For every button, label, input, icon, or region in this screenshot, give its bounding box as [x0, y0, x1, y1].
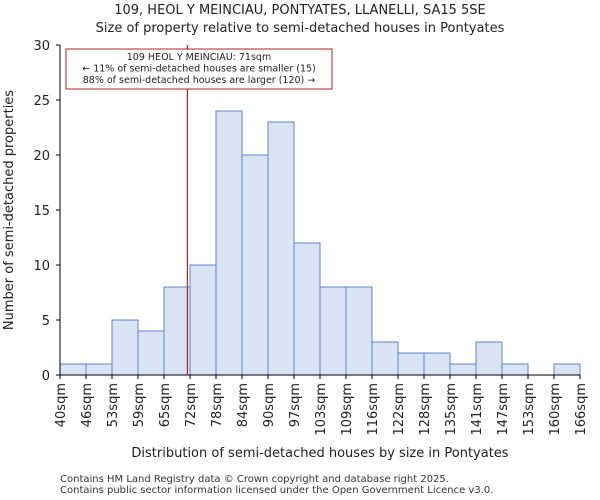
- x-tick-label: 72sqm: [184, 383, 199, 427]
- x-tick-label: 59sqm: [132, 383, 147, 427]
- histogram-bar: [553, 363, 581, 376]
- histogram-bar: [215, 110, 243, 376]
- histogram-bar: [371, 341, 399, 376]
- y-axis-label: Number of semi-detached properties: [2, 90, 17, 330]
- histogram-bar: [501, 363, 529, 376]
- x-tick-label: 116sqm: [366, 383, 381, 436]
- x-tick-label: 90sqm: [262, 383, 277, 427]
- x-tick-label: 40sqm: [54, 383, 69, 427]
- y-tick-label: 20: [33, 149, 50, 164]
- histogram-bar: [241, 154, 269, 376]
- histogram-bar: [59, 363, 87, 376]
- histogram-bar: [475, 341, 503, 376]
- footer-attribution-1: Contains HM Land Registry data © Crown c…: [60, 474, 449, 485]
- x-tick-label: 65sqm: [158, 383, 173, 427]
- y-tick-label: 5: [42, 314, 50, 329]
- y-tick-label: 15: [33, 204, 50, 219]
- x-tick-label: 97sqm: [288, 383, 303, 427]
- x-tick-label: 128sqm: [418, 383, 433, 436]
- histogram-bar: [267, 121, 295, 376]
- y-tick-label: 10: [33, 259, 50, 274]
- annotation-text: 88% of semi-detached houses are larger (…: [83, 75, 316, 86]
- y-tick-label: 0: [42, 369, 50, 384]
- x-tick-label: 160sqm: [548, 383, 563, 436]
- x-tick-label: 109sqm: [340, 383, 355, 436]
- histogram-bar: [189, 264, 217, 376]
- histogram-bar: [397, 352, 425, 376]
- x-tick-label: 147sqm: [496, 383, 511, 436]
- histogram-bar: [423, 352, 451, 376]
- x-axis-label: Distribution of semi-detached houses by …: [131, 446, 508, 461]
- histogram-bar: [163, 286, 191, 376]
- histogram-bar: [319, 286, 347, 376]
- annotation-text: ← 11% of semi-detached houses are smalle…: [82, 64, 316, 75]
- x-tick-label: 78sqm: [210, 383, 225, 427]
- chart-title: 109, HEOL Y MEINCIAU, PONTYATES, LLANELL…: [114, 3, 486, 18]
- y-tick-label: 30: [33, 39, 50, 54]
- annotation-box: [65, 48, 333, 90]
- x-tick-label: 141sqm: [470, 383, 485, 436]
- x-tick-label: 135sqm: [444, 383, 459, 436]
- y-tick-label: 25: [33, 94, 50, 109]
- footer-attribution-2: Contains public sector information licen…: [60, 485, 494, 496]
- chart-subtitle: Size of property relative to semi-detach…: [95, 21, 505, 36]
- histogram-bar: [449, 363, 477, 376]
- histogram-bar: [111, 319, 139, 376]
- histogram-bar: [293, 242, 321, 376]
- x-tick-label: 46sqm: [80, 383, 95, 427]
- histogram-bar: [345, 286, 373, 376]
- annotation-text: 109 HEOL Y MEINCIAU: 71sqm: [127, 52, 271, 63]
- x-tick-label: 153sqm: [522, 383, 537, 436]
- histogram-bar: [85, 363, 113, 376]
- x-tick-label: 122sqm: [392, 383, 407, 436]
- histogram-bar: [137, 330, 165, 376]
- x-tick-label: 84sqm: [236, 383, 251, 427]
- x-tick-label: 166sqm: [574, 383, 589, 436]
- x-tick-label: 103sqm: [314, 383, 329, 436]
- x-tick-label: 53sqm: [106, 383, 121, 427]
